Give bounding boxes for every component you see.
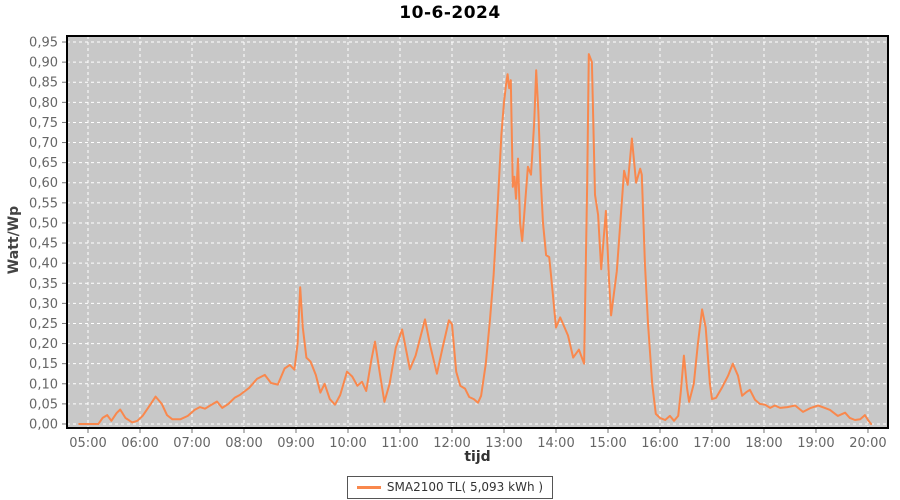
chart-title: 10-6-2024	[399, 3, 501, 23]
y-tick-label: 0,35	[29, 277, 58, 292]
legend-line-swatch	[356, 485, 381, 489]
x-tick-label: 19:00	[797, 436, 834, 451]
x-tick-label: 17:00	[693, 436, 730, 451]
x-tick-label: 08:00	[225, 436, 262, 451]
y-tick-label: 0,00	[29, 417, 58, 432]
x-tick-label: 15:00	[589, 436, 626, 451]
x-tick-label: 09:00	[277, 436, 314, 451]
y-tick-label: 0,50	[29, 216, 58, 231]
y-tick-label: 0,25	[29, 317, 58, 332]
x-tick-label: 05:00	[69, 436, 106, 451]
y-tick-label: 0,55	[29, 196, 58, 211]
x-tick-label: 07:00	[173, 436, 210, 451]
y-axis-title: Watt/Wp	[6, 205, 22, 275]
y-tick-label: 0,40	[29, 257, 58, 272]
x-tick-label: 20:00	[849, 436, 886, 451]
x-tick-label: 16:00	[641, 436, 678, 451]
x-tick-label: 13:00	[485, 436, 522, 451]
x-axis-title: tijd	[464, 449, 491, 465]
y-tick-label: 0,15	[29, 357, 58, 372]
y-tick-label: 0,75	[29, 116, 58, 131]
x-tick-label: 14:00	[537, 436, 574, 451]
x-tick-label: 10:00	[329, 436, 366, 451]
x-tick-label: 12:00	[433, 436, 470, 451]
y-tick-label: 0,90	[29, 56, 58, 71]
y-tick-label: 0,70	[29, 136, 58, 151]
x-tick-label: 11:00	[381, 436, 418, 451]
y-tick-label: 0,95	[29, 36, 58, 51]
legend-label: SMA2100 TL( 5,093 kWh )	[386, 480, 544, 494]
y-tick-label: 0,30	[29, 297, 58, 312]
legend-entry: SMA2100 TL( 5,093 kWh )	[346, 476, 554, 499]
series-line	[78, 53, 873, 425]
plot-background	[67, 36, 888, 428]
x-tick-label: 18:00	[745, 436, 782, 451]
y-tick-label: 0,85	[29, 76, 58, 91]
y-tick-label: 0,10	[29, 377, 58, 392]
y-tick-label: 0,80	[29, 96, 58, 111]
y-tick-label: 0,65	[29, 156, 58, 171]
plot-border	[66, 35, 889, 429]
x-tick-label: 06:00	[121, 436, 158, 451]
y-tick-label: 0,05	[29, 397, 58, 412]
y-tick-label: 0,20	[29, 337, 58, 352]
y-tick-label: 0,60	[29, 176, 58, 191]
legend: SMA2100 TL( 5,093 kWh )	[0, 476, 900, 499]
y-tick-label: 0,45	[29, 237, 58, 252]
